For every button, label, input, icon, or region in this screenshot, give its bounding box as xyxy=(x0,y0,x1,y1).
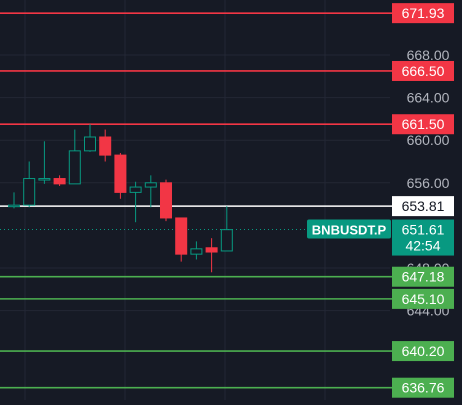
candle-body xyxy=(53,178,66,185)
support-level-label-box xyxy=(392,266,454,287)
candle[interactable] xyxy=(160,179,172,222)
candle-body xyxy=(38,178,51,181)
candle[interactable] xyxy=(53,175,66,186)
candle-body xyxy=(84,136,96,152)
candle[interactable] xyxy=(190,241,203,260)
support-level-label-box xyxy=(392,341,454,362)
candle[interactable] xyxy=(38,141,51,184)
candle-body xyxy=(8,204,20,208)
candle[interactable] xyxy=(68,129,81,185)
support-level-label: 636.76 xyxy=(402,380,445,396)
support-level-label-box xyxy=(392,288,454,309)
y-tick-label: 668.00 xyxy=(407,47,450,63)
reference-price-label-box xyxy=(392,196,454,217)
current-price-label: 651.61 xyxy=(402,222,445,238)
resistance-level-label: 671.93 xyxy=(402,5,445,21)
reference-price-label: 653.81 xyxy=(402,198,445,214)
symbol-label-box xyxy=(307,219,391,239)
resistance-level-label-box xyxy=(392,3,454,24)
candle-body xyxy=(190,248,203,255)
candle[interactable] xyxy=(220,206,233,252)
symbol-label: BNBUSDT.P xyxy=(312,223,387,238)
y-tick-label: 656.00 xyxy=(407,175,450,191)
candle-body xyxy=(114,154,127,193)
candle-body xyxy=(160,182,172,219)
price-level-lines xyxy=(0,12,392,389)
resistance-level-label-box xyxy=(392,114,454,135)
resistance-level-label: 666.50 xyxy=(402,63,445,79)
candle-body xyxy=(144,182,157,188)
candle[interactable] xyxy=(23,161,36,208)
candle[interactable] xyxy=(175,217,188,262)
candle[interactable] xyxy=(84,124,96,152)
countdown-label: 42:54 xyxy=(405,238,440,254)
candle-body xyxy=(175,217,188,255)
candle[interactable] xyxy=(8,192,20,209)
grid-lines xyxy=(0,0,390,400)
support-level-label-box xyxy=(392,377,454,398)
candle[interactable] xyxy=(129,181,142,223)
price-labels: 671.93 666.50 661.50 647.18 645.10 640.20 636.… xyxy=(307,3,454,398)
y-tick-label: 660.00 xyxy=(407,132,450,148)
candle[interactable] xyxy=(144,175,157,208)
current-price-label-box xyxy=(392,219,454,256)
support-level-label: 640.20 xyxy=(402,343,445,359)
candle[interactable] xyxy=(114,152,127,199)
candle-body xyxy=(23,178,36,206)
candle-body xyxy=(220,229,233,252)
candles xyxy=(8,124,233,273)
candle-body xyxy=(205,247,218,253)
resistance-level-label-box xyxy=(392,60,454,81)
support-level-label: 645.10 xyxy=(402,291,445,307)
support-level-label: 647.18 xyxy=(402,269,445,285)
resistance-level-label: 661.50 xyxy=(402,116,445,132)
y-tick-label: 664.00 xyxy=(407,90,450,106)
candle[interactable] xyxy=(205,238,218,273)
candle[interactable] xyxy=(99,129,112,162)
candle-body xyxy=(99,136,112,156)
candle-body xyxy=(129,186,142,193)
candle-body xyxy=(68,150,81,185)
